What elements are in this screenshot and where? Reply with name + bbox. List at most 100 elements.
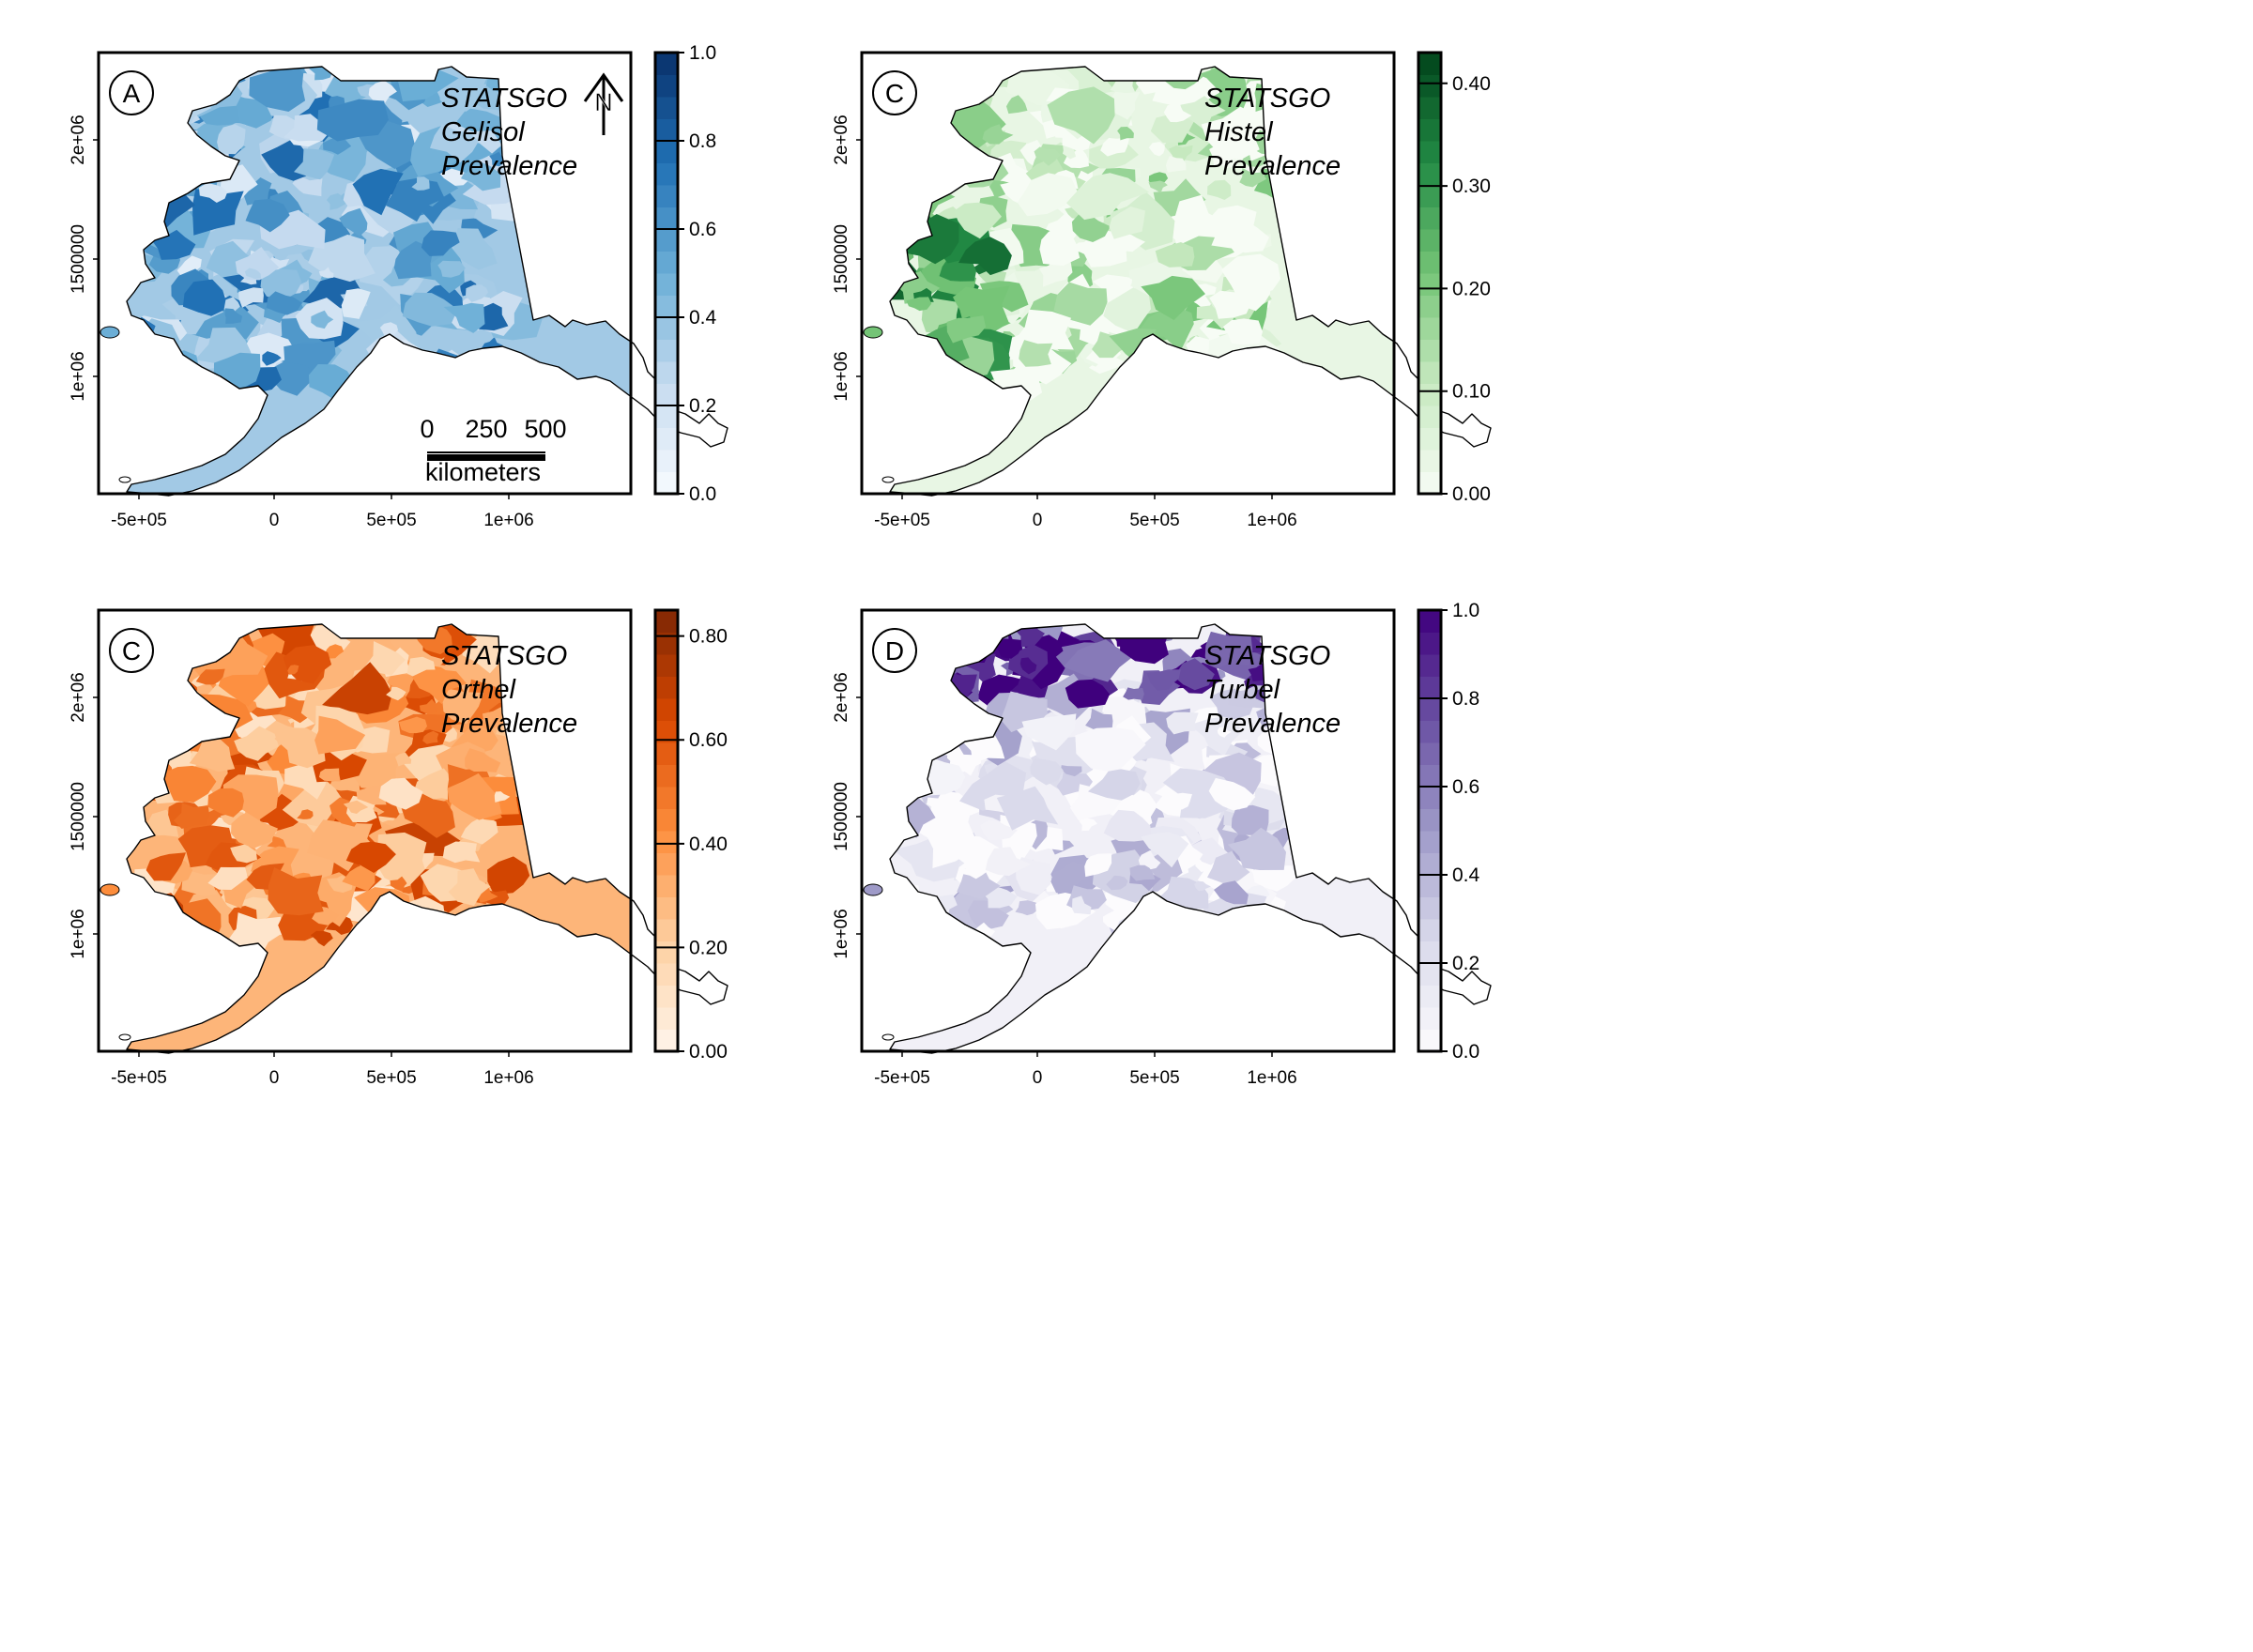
raster-patch	[1053, 282, 1108, 326]
raster-patch	[176, 255, 202, 279]
x-tick-label: 5e+05	[366, 1068, 416, 1088]
raster-patch	[1239, 168, 1266, 188]
raster-patch	[217, 124, 246, 155]
map-title-line: Prevalence	[441, 709, 577, 739]
scale-bar-label: 500	[524, 415, 566, 443]
map-frame	[97, 51, 633, 496]
raster-patch	[1217, 727, 1232, 738]
raster-patch	[465, 748, 501, 772]
colorbar-step	[655, 185, 678, 207]
colorbar-step	[1418, 118, 1441, 142]
colorbar-tick-label: 0.10	[1452, 381, 1491, 403]
raster-patch	[1155, 242, 1195, 268]
x-tick-label: 1e+06	[483, 511, 533, 530]
map-frame	[860, 608, 1396, 1053]
scale-bar-label: 0	[420, 415, 434, 443]
colorbar-tick-label: 0.20	[1452, 278, 1491, 299]
panel-letter: C	[885, 79, 904, 108]
raster-patch	[1227, 827, 1286, 870]
raster-patch	[476, 886, 498, 903]
north-arrow-label: N	[594, 88, 613, 116]
colorbar-tick-label: 1.0	[689, 42, 716, 64]
colorbar-step	[1418, 206, 1441, 230]
raster-patch	[311, 310, 334, 329]
raster-patch	[1207, 205, 1257, 246]
colorbar-step	[655, 941, 678, 964]
colorbar-step	[655, 339, 678, 362]
x-tick-label: 0	[1033, 511, 1043, 530]
raster-patch	[1188, 716, 1241, 757]
raster-patch	[345, 841, 396, 873]
raster-patch	[1066, 173, 1150, 221]
raster-patch	[494, 791, 511, 803]
raster-patch	[411, 176, 430, 191]
y-tick-label: 1500000	[832, 782, 851, 851]
raster-patch	[1118, 231, 1145, 252]
raster-patch	[395, 752, 412, 767]
x-tick-label: 1e+06	[483, 1068, 533, 1088]
colorbar-step	[1418, 985, 1441, 1008]
x-tick-label: 5e+05	[366, 511, 416, 530]
colorbar-step	[655, 162, 678, 186]
turbel-map-panel: -5e+05 0 5e+05 1e+06 1e+06 1500000 2e+06 D STATS…	[832, 600, 1492, 1088]
map-title-line: STATSGO	[441, 84, 567, 114]
colorbar-step	[1418, 97, 1441, 119]
raster-patch	[146, 852, 186, 881]
colorbar-step	[655, 206, 678, 230]
raster-patch	[453, 228, 498, 270]
raster-patch	[339, 207, 368, 237]
raster-patch	[234, 726, 280, 761]
map-frame	[97, 608, 633, 1053]
raster-patch	[960, 862, 989, 880]
colorbar-step	[1418, 831, 1441, 853]
raster-patch	[189, 738, 236, 772]
colorbar-step	[1418, 317, 1441, 340]
raster-patch	[244, 268, 261, 280]
raster-patch	[1021, 713, 1077, 751]
raster-patch	[1103, 287, 1151, 334]
raster-patch	[1063, 147, 1089, 169]
island	[863, 883, 883, 896]
colorbar-step	[1418, 808, 1441, 832]
raster-patch	[1109, 206, 1145, 239]
colorbar-tick-label: 0.30	[1452, 176, 1491, 197]
panel-letter: C	[122, 636, 141, 665]
colorbar-step	[1418, 698, 1441, 721]
x-tick-label: -5e+05	[874, 1068, 930, 1088]
raster-patch	[1065, 679, 1111, 709]
raster-patch	[1204, 631, 1253, 671]
raster-patch	[268, 867, 324, 916]
raster-patch	[1072, 895, 1092, 915]
colorbar-step	[655, 610, 678, 633]
raster-patch	[1047, 86, 1115, 145]
colorbar-step	[1418, 787, 1441, 809]
raster-patch	[283, 645, 332, 684]
raster-patch	[985, 847, 1032, 877]
map-title-line: Prevalence	[1204, 151, 1341, 181]
raster-patch	[946, 315, 987, 344]
raster-patch	[224, 308, 243, 324]
raster-patch	[1129, 864, 1156, 881]
colorbar-tick-label: 0.80	[689, 626, 728, 648]
colorbar-step	[1418, 852, 1441, 876]
y-tick-label: 2e+06	[832, 115, 851, 164]
colorbar: 0.0 0.2 0.4 0.6 0.8 1.0	[1417, 600, 1480, 1063]
map-title-line: STATSGO	[441, 641, 567, 671]
colorbar-tick-label: 0.40	[1452, 73, 1491, 95]
x-tick-label: 0	[1033, 1068, 1043, 1088]
raster-patch	[182, 279, 226, 316]
raster-patch	[192, 188, 244, 236]
raster-patch	[1207, 179, 1232, 200]
raster-patch	[460, 816, 498, 845]
raster-patch	[1175, 658, 1215, 691]
raster-patch	[906, 297, 932, 312]
raster-patch	[297, 809, 314, 819]
raster-patch	[958, 237, 1012, 276]
colorbar-tick-label: 1.0	[1452, 600, 1479, 621]
colorbar-tick-label: 0.8	[1452, 688, 1479, 710]
raster-patch	[385, 178, 445, 222]
island	[863, 326, 883, 339]
colorbar-step	[655, 141, 678, 163]
raster-patch	[174, 803, 210, 829]
raster-patch	[1141, 832, 1189, 868]
